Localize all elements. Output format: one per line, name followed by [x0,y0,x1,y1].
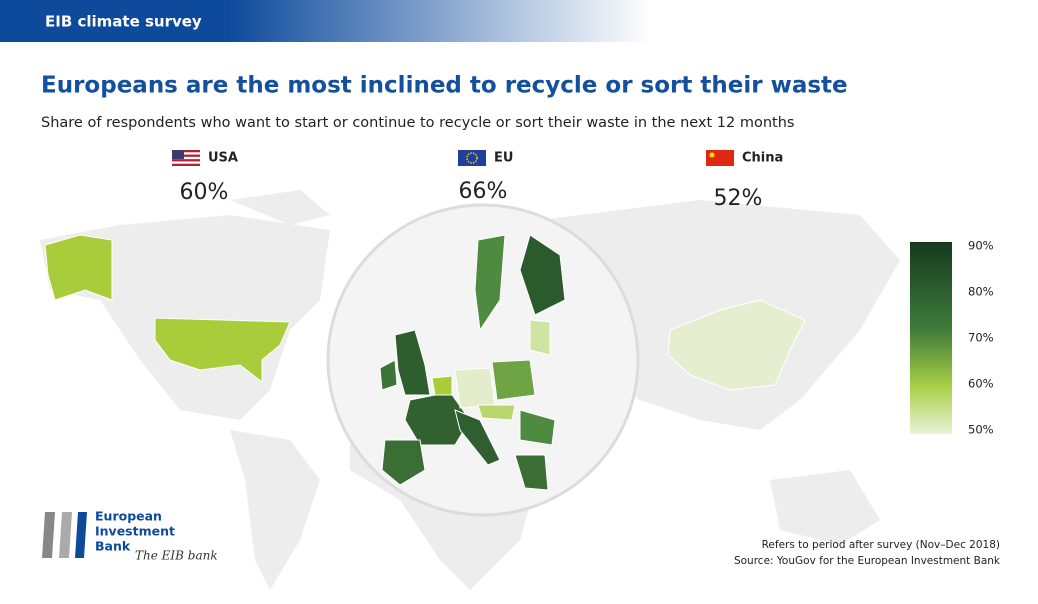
header-label: EIB climate survey [45,13,202,31]
header-bar [0,0,650,42]
logo-tagline: The EIB bank [135,549,218,563]
flag-icon [172,150,200,166]
title: Europeans are the most inclined to recyc… [41,73,848,99]
flag [706,150,734,166]
subtitle: Share of respondents who want to start o… [41,115,794,131]
note: Source: YouGov for the European Investme… [734,555,1001,567]
legend-label: 70% [968,331,994,345]
legend-label: 50% [968,423,994,437]
logo-line: European [95,509,162,524]
region-value: 66% [459,179,508,204]
region-value: 52% [714,186,763,211]
notes: Refers to period after survey (Nov–Dec 2… [734,539,1001,567]
legend-label: 80% [968,285,994,299]
region-name: China [742,151,783,166]
flag-star [709,152,715,158]
legend: 90% 80% 70% 60% 50% [968,239,994,437]
region-name: EU [494,151,513,166]
logo [42,512,87,558]
legend-label: 60% [968,377,994,391]
flag-icon [458,150,486,166]
flag-stars [466,152,478,164]
flag-stripe [172,161,200,164]
region-shapes [44,234,806,491]
headline-values: USA 60% EU 66% China 52% [172,150,783,211]
flag-canton [172,150,184,159]
logo-line: Investment [95,524,175,539]
logo-line: Bank [95,539,131,554]
region-name: USA [208,151,238,166]
flag-stripe [172,152,200,155]
region-value: 60% [180,180,229,205]
flag-stripe [172,156,200,160]
flag-icon [706,150,734,166]
flag [458,150,486,166]
legend-label: 90% [968,239,994,253]
color-scale [910,242,952,434]
note: Refers to period after survey (Nov–Dec 2… [762,539,1000,551]
